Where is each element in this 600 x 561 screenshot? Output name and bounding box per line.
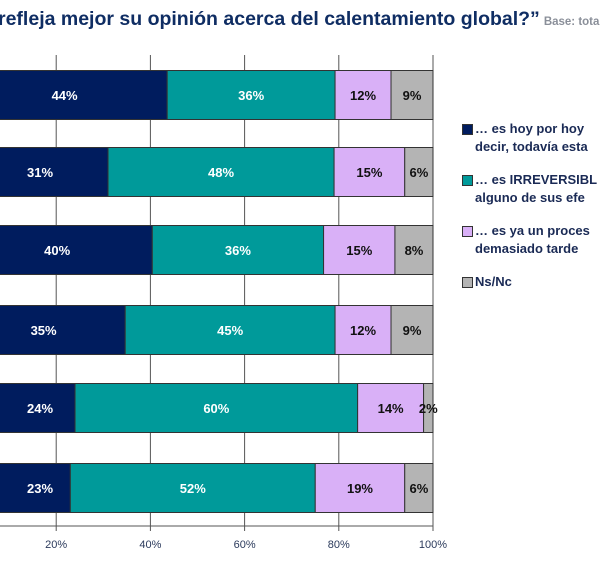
data-label: 36% xyxy=(225,243,251,258)
bar-segment xyxy=(74,383,359,433)
data-label: 45% xyxy=(217,323,243,338)
data-label: 19% xyxy=(347,481,373,496)
bar-segment xyxy=(0,463,71,513)
bar-segment xyxy=(166,70,336,120)
bar-segment xyxy=(357,383,425,433)
x-tick-label: 80% xyxy=(328,539,350,551)
data-label: 36% xyxy=(238,88,264,103)
legend-text: decir, todavía esta xyxy=(475,139,588,154)
legend-item: … es IRREVERSIBL alguno de sus efe xyxy=(462,171,600,207)
legend-text: … es hoy por hoy xyxy=(475,121,585,136)
bar-segment xyxy=(334,70,392,120)
legend-item: … es ya un proces demasiado tarde xyxy=(462,222,600,258)
legend-text: … es ya un proces xyxy=(475,223,590,238)
bar-segment xyxy=(0,305,126,355)
x-tick-label: 60% xyxy=(234,539,256,551)
data-label: 6% xyxy=(409,165,428,180)
bar-segment xyxy=(333,147,406,197)
chart-title: refleja mejor su opinión acerca del cale… xyxy=(0,8,600,31)
data-label: 24% xyxy=(27,401,53,416)
legend: … es hoy por hoy decir, todavía esta … es… xyxy=(462,120,600,306)
bar-segment xyxy=(404,147,434,197)
legend-swatch xyxy=(462,226,473,237)
data-label: 35% xyxy=(31,323,57,338)
data-label: 44% xyxy=(52,88,78,103)
x-tick-label: 20% xyxy=(45,539,67,551)
legend-swatch xyxy=(462,277,473,288)
bar-segment xyxy=(0,383,76,433)
legend-item: Ns/Nc xyxy=(462,273,600,291)
data-label: 8% xyxy=(405,243,424,258)
data-label: 31% xyxy=(27,165,53,180)
legend-item: … es hoy por hoy decir, todavía esta xyxy=(462,120,600,156)
bar-segment xyxy=(390,305,434,355)
data-label: 6% xyxy=(409,481,428,496)
legend-swatch xyxy=(462,124,473,135)
bar-segment xyxy=(323,225,396,275)
data-label: 15% xyxy=(356,165,382,180)
data-label: 14% xyxy=(378,401,404,416)
data-label: 2% xyxy=(419,401,438,416)
legend-text: Ns/Nc xyxy=(475,274,512,289)
x-tick-label: 100% xyxy=(419,539,447,551)
data-label: 12% xyxy=(350,88,376,103)
data-label: 60% xyxy=(203,401,229,416)
data-label: 15% xyxy=(346,243,372,258)
bar-segment xyxy=(0,147,109,197)
data-label: 23% xyxy=(27,481,53,496)
bar-segment xyxy=(0,70,168,120)
bar-segment xyxy=(69,463,316,513)
bar-segment xyxy=(404,463,434,513)
base-label: Base: total xyxy=(543,16,600,28)
title-text: refleja mejor su opinión acerca del cale… xyxy=(0,8,540,30)
data-label: 9% xyxy=(403,323,422,338)
legend-text: … es IRREVERSIBL xyxy=(475,172,598,187)
legend-text: demasiado tarde xyxy=(475,241,579,256)
data-label: 52% xyxy=(180,481,206,496)
bar-segment xyxy=(0,225,153,275)
x-tick-label: 40% xyxy=(139,539,161,551)
bar-segment xyxy=(334,305,392,355)
legend-swatch xyxy=(462,175,473,186)
data-label: 9% xyxy=(403,88,422,103)
bar-segment xyxy=(390,70,434,120)
data-label: 40% xyxy=(44,243,70,258)
data-label: 48% xyxy=(208,165,234,180)
data-label: 12% xyxy=(350,323,376,338)
bar-segment xyxy=(151,225,325,275)
bar-segment xyxy=(394,225,434,275)
legend-text: alguno de sus efe xyxy=(475,190,585,205)
bar-segment xyxy=(124,305,336,355)
bar-segment xyxy=(423,383,434,433)
